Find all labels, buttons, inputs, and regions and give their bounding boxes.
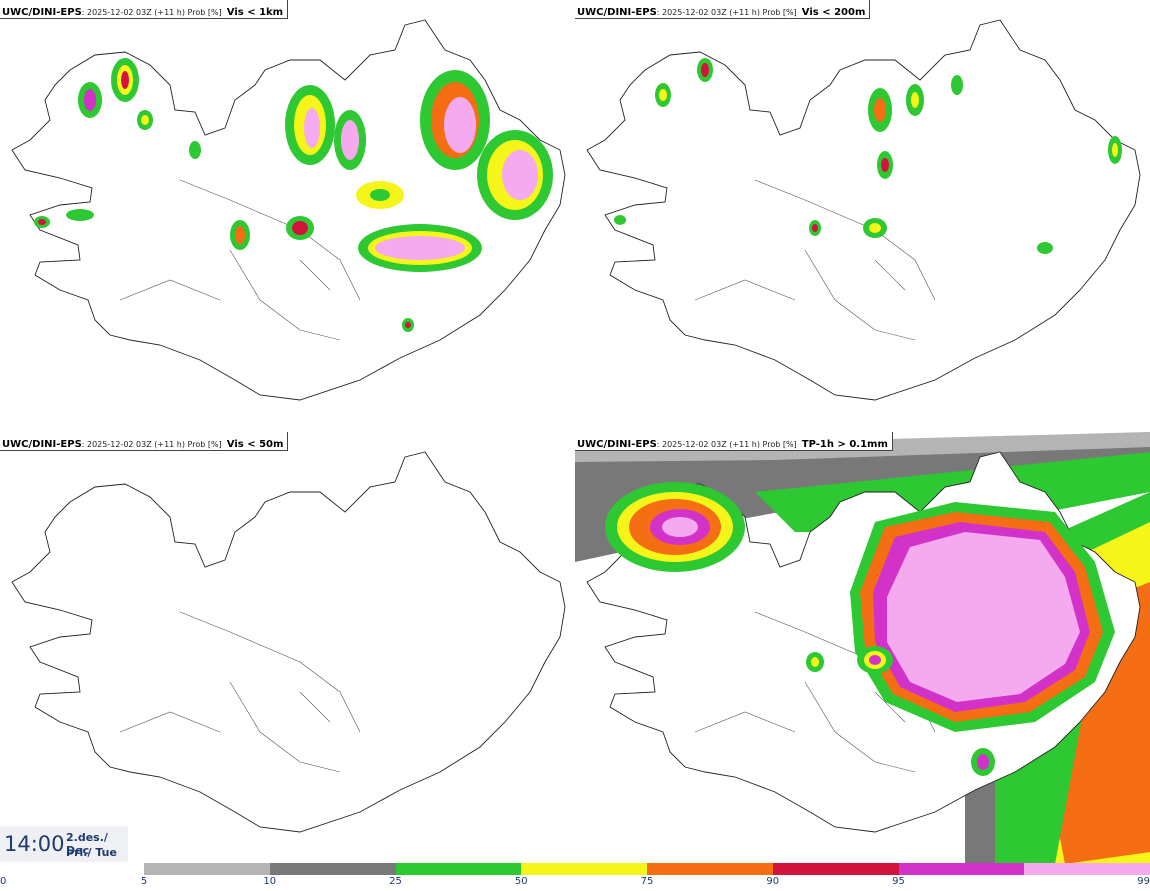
variable-name: Vis < 1km [226, 7, 284, 18]
probability-contours [34, 58, 553, 332]
map-panel-vis-50m: UWC/DINI-EPS: 2025-12-02 03Z (+11 h) Pro… [0, 432, 575, 864]
iceland-map [11, 19, 566, 401]
variable-name: TP-1h > 0.1mm [801, 439, 888, 450]
model-name: UWC/DINI-EPS [577, 439, 657, 450]
colorbar-segment [647, 863, 773, 875]
colorbar-tick-label: 25 [389, 876, 402, 887]
run-info: : 2025-12-02 03Z (+11 h) Prob [%] [656, 8, 797, 17]
probability-colorbar [144, 863, 1150, 875]
iceland-map [11, 451, 566, 833]
iceland-map [586, 19, 1141, 401]
probability-contours [605, 482, 1115, 776]
map-panel-vis-200m: UWC/DINI-EPS: 2025-12-02 03Z (+11 h) Pro… [575, 0, 1150, 432]
colorbar-segment [898, 863, 1025, 875]
valid-time: 14:00 [4, 832, 65, 856]
colorbar-tick-label: 90 [766, 876, 780, 887]
iceland-map [575, 432, 1150, 864]
run-info: : 2025-12-02 03Z (+11 h) Prob [%] [81, 8, 222, 17]
colorbar-tick-label: 99 [1137, 876, 1150, 887]
run-info: : 2025-12-02 03Z (+11 h) Prob [%] [81, 440, 222, 449]
colorbar-tick-label: 75 [640, 876, 654, 887]
colorbar-ticks: 0 5 10 25 50 75 90 95 99 [0, 876, 1150, 890]
colorbar-segment [144, 863, 270, 875]
panel-title: UWC/DINI-EPS: 2025-12-02 03Z (+11 h) Pro… [575, 0, 871, 19]
colorbar-tick-label: 10 [263, 876, 277, 887]
colorbar-tick-label: 50 [514, 876, 528, 887]
panel-title: UWC/DINI-EPS: 2025-12-02 03Z (+11 h) Pro… [0, 0, 289, 19]
map-panel-vis-1km: UWC/DINI-EPS: 2025-12-02 03Z (+11 h) Pro… [0, 0, 575, 432]
probability-contours [614, 58, 1122, 254]
variable-name: Vis < 50m [226, 439, 284, 450]
panel-title: UWC/DINI-EPS: 2025-12-02 03Z (+11 h) Pro… [0, 432, 289, 451]
model-name: UWC/DINI-EPS [577, 7, 657, 18]
model-name: UWC/DINI-EPS [2, 439, 82, 450]
colorbar-tick-label: 0 [0, 876, 7, 887]
valid-time-box: 14:00 2.des./ Dec Þri./ Tue [0, 826, 128, 862]
colorbar-segment [772, 863, 899, 875]
valid-date-line2: Þri./ Tue [66, 846, 117, 859]
colorbar-tick-label: 5 [140, 876, 148, 887]
valid-date-line1: 2.des./ Dec [66, 831, 108, 857]
colorbar-segment [269, 863, 396, 875]
map-panel-precip: UWC/DINI-EPS: 2025-12-02 03Z (+11 h) Pro… [575, 432, 1150, 864]
colorbar-segment [395, 863, 522, 875]
colorbar-segment [1024, 863, 1150, 875]
model-name: UWC/DINI-EPS [2, 7, 82, 18]
colorbar-segment [521, 863, 647, 875]
colorbar-tick-label: 95 [892, 876, 905, 887]
variable-name: Vis < 200m [801, 7, 866, 18]
panel-title: UWC/DINI-EPS: 2025-12-02 03Z (+11 h) Pro… [575, 432, 893, 451]
run-info: : 2025-12-02 03Z (+11 h) Prob [%] [656, 440, 797, 449]
